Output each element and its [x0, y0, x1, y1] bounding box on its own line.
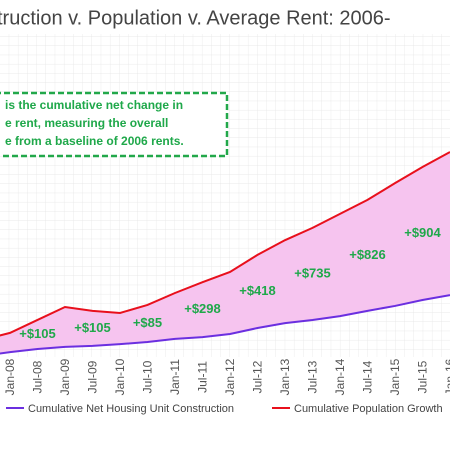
- x-tick-label: Jul-09: [86, 360, 100, 393]
- x-tick-label: Jul-11: [196, 361, 210, 393]
- chart-title: truction v. Population v. Average Rent: …: [0, 7, 391, 29]
- annotation-line: e from a baseline of 2006 rents.: [5, 134, 184, 148]
- rent-change-label: +$826: [349, 247, 386, 262]
- x-tick-label: Jul-14: [361, 360, 375, 393]
- annotation-line: e rent, measuring the overall: [5, 116, 168, 130]
- x-tick-label: Jul-12: [251, 360, 265, 393]
- area-between: [0, 151, 450, 354]
- x-tick-label: Jul-13: [306, 360, 320, 393]
- series-line: [0, 151, 450, 337]
- plot: +$105 +$105 +$85 +$298 +$418 +$735 +$826 +$904: [0, 151, 450, 355]
- rent-change-label: +$105: [74, 320, 111, 335]
- x-tick-label: Jul-10: [141, 360, 155, 393]
- rent-change-label: +$904: [404, 225, 441, 240]
- x-tick-label: Jan-10: [113, 358, 127, 395]
- title-background: [0, 0, 450, 34]
- annotation-box: [0, 91, 229, 158]
- rent-change-label: +$298: [184, 301, 221, 316]
- x-tick-label: Jan-16: [443, 358, 450, 395]
- annotation-line: is the cumulative net change in: [5, 98, 183, 112]
- rent-change-label: +$418: [239, 283, 276, 298]
- legend-label: Cumulative Net Housing Unit Construction: [28, 403, 234, 415]
- x-tick-label: Jan-09: [58, 358, 72, 395]
- x-tick-label: Jan-13: [278, 358, 292, 395]
- x-tick-label: Jan-11: [168, 359, 182, 395]
- series-line: [0, 294, 450, 355]
- x-tick-label: Jan-14: [333, 358, 347, 395]
- x-tick-label: Jul-15: [416, 360, 430, 393]
- rent-change-label: +$105: [19, 326, 56, 341]
- rent-change-label: +$85: [133, 315, 162, 330]
- x-tick-label: Jul-08: [31, 360, 45, 393]
- rent-change-label: +$735: [294, 265, 331, 280]
- x-tick-label: Jan-15: [388, 358, 402, 395]
- x-tick-label: Jan-12: [223, 358, 237, 395]
- x-tick-label: Jan-08: [3, 358, 17, 395]
- legend-label: Cumulative Population Growth: [294, 403, 443, 415]
